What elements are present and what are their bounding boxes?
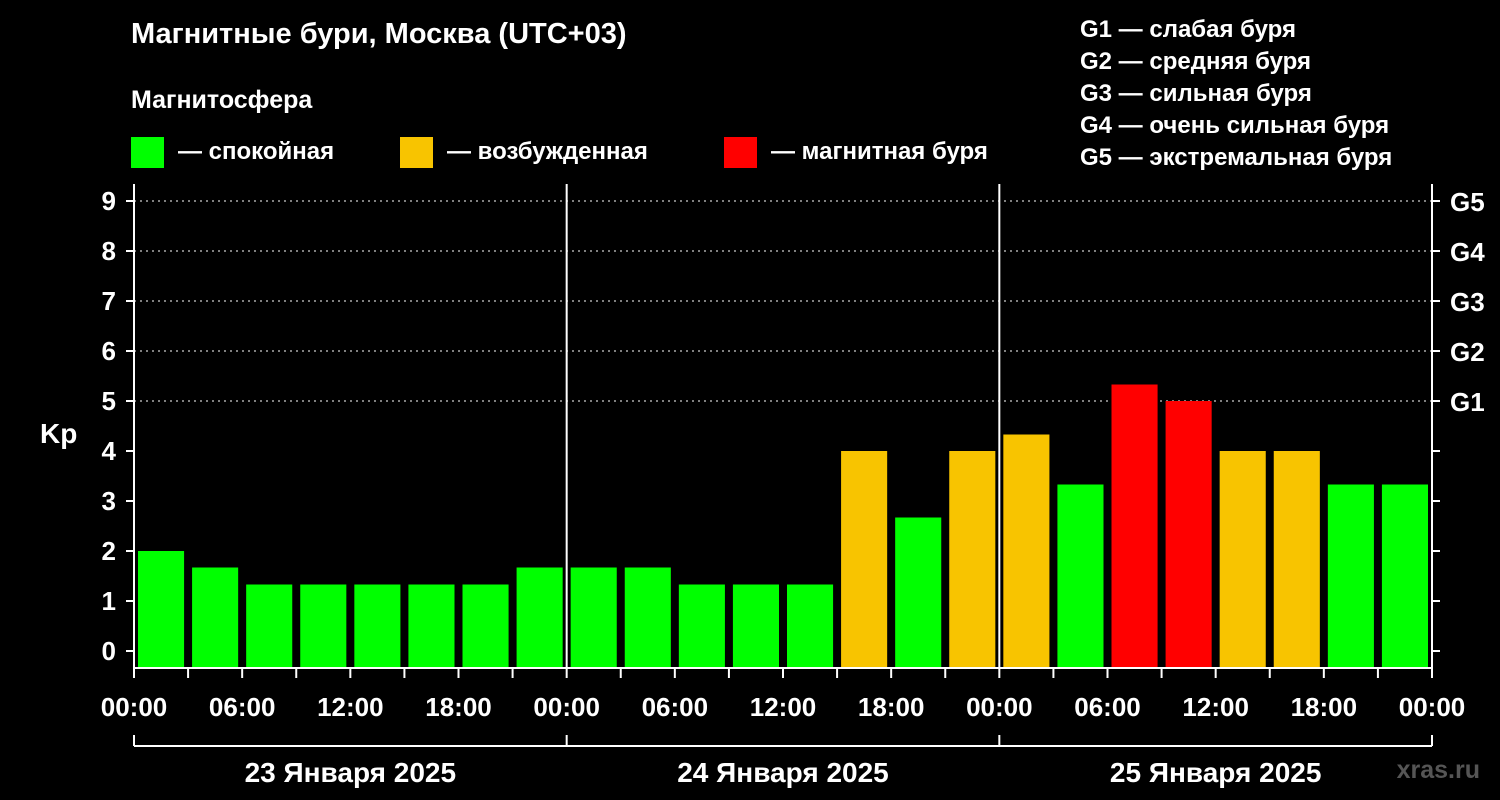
x-tick-label: 06:00 <box>1074 692 1141 722</box>
legend-item-calm: — спокойная <box>131 136 334 168</box>
bar <box>841 451 888 668</box>
y-tick-label: 5 <box>102 386 116 416</box>
g-level-label: G3 <box>1450 287 1485 317</box>
bar <box>1057 484 1104 668</box>
bar <box>1219 451 1266 668</box>
x-tick-label: 06:00 <box>642 692 709 722</box>
bar <box>678 584 725 668</box>
legend-label-calm: — спокойная <box>178 138 335 165</box>
y-tick-label: 9 <box>102 186 116 216</box>
bar <box>138 551 185 668</box>
bar <box>787 584 834 668</box>
y-tick-label: 2 <box>102 536 116 566</box>
bar <box>949 451 996 668</box>
day-label: 23 Января 2025 <box>245 757 457 788</box>
bar <box>462 584 509 668</box>
day-label: 24 Января 2025 <box>677 757 889 788</box>
x-tick-label: 18:00 <box>858 692 925 722</box>
bar <box>408 584 455 668</box>
magnetosphere-legend-title: Магнитосфера <box>131 86 313 114</box>
g-level-label: G4 <box>1450 237 1485 267</box>
g-legend-item: G5 — экстремальная буря <box>1080 144 1393 171</box>
y-tick-label: 4 <box>102 436 117 466</box>
bar <box>732 584 779 668</box>
y-tick-label: 6 <box>102 336 116 366</box>
g-legend-item: G4 — очень сильная буря <box>1080 112 1390 139</box>
g-legend-item: G2 — средняя буря <box>1080 48 1311 75</box>
bar <box>1111 384 1158 668</box>
legend-item-storm: — магнитная буря <box>724 136 988 168</box>
bar <box>1273 451 1320 668</box>
x-tick-label: 00:00 <box>101 692 168 722</box>
bar <box>1381 484 1428 668</box>
bar <box>354 584 401 668</box>
g-level-label: G5 <box>1450 187 1485 217</box>
y-tick-label: 3 <box>102 486 116 516</box>
g-level-label: G1 <box>1450 387 1485 417</box>
legend-label-storm: — магнитная буря <box>771 138 988 165</box>
g-level-label: G2 <box>1450 337 1485 367</box>
bar <box>246 584 293 668</box>
watermark: xras.ru <box>1396 756 1480 784</box>
bar <box>1165 401 1212 668</box>
bar <box>570 567 617 668</box>
x-tick-label: 12:00 <box>317 692 384 722</box>
x-tick-label: 06:00 <box>209 692 276 722</box>
bar <box>1327 484 1374 668</box>
bar <box>1003 434 1050 668</box>
x-tick-label: 18:00 <box>425 692 492 722</box>
g-scale-legend: G1 — слабая буря G2 — средняя буря G3 — … <box>1080 14 1392 174</box>
bar <box>516 567 563 668</box>
x-tick-label: 00:00 <box>1399 692 1466 722</box>
chart-title: Магнитные бури, Москва (UTC+03) <box>131 18 627 50</box>
g-legend-item: G1 — слабая буря <box>1080 16 1297 43</box>
calm-swatch <box>131 136 164 168</box>
x-tick-label: 00:00 <box>966 692 1033 722</box>
legend-label-active: — возбужденная <box>447 138 648 165</box>
active-swatch <box>400 136 433 168</box>
x-tick-label: 12:00 <box>750 692 817 722</box>
bar <box>192 567 239 668</box>
y-tick-label: 8 <box>102 236 116 266</box>
x-tick-label: 00:00 <box>533 692 600 722</box>
y-tick-label: 1 <box>102 586 116 616</box>
y-tick-label: 7 <box>102 286 116 316</box>
bar <box>895 517 942 668</box>
legend-item-active: — возбужденная <box>400 136 648 168</box>
x-tick-label: 18:00 <box>1291 692 1358 722</box>
g-legend-item: G3 — сильная буря <box>1080 80 1312 107</box>
bar <box>624 567 671 668</box>
y-tick-label: 0 <box>102 636 116 666</box>
storm-swatch <box>724 136 757 168</box>
bar <box>300 584 347 668</box>
x-tick-label: 12:00 <box>1182 692 1249 722</box>
y-axis-label: Kp <box>40 418 77 449</box>
day-label: 25 Января 2025 <box>1110 757 1322 788</box>
